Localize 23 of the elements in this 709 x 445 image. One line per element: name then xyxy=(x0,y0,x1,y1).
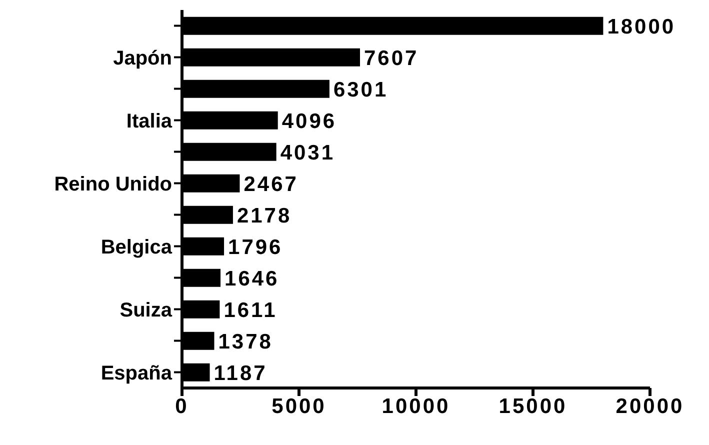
data-label: 4031 xyxy=(280,141,336,164)
x-tick-label: 20000 xyxy=(616,394,684,418)
y-tick-label: Reino Unido xyxy=(54,173,172,196)
x-tick-label: 5000 xyxy=(272,394,326,418)
data-label: 7607 xyxy=(364,46,419,70)
data-label: 1796 xyxy=(228,236,283,259)
x-tick-label: 15000 xyxy=(498,394,568,418)
data-label: 2178 xyxy=(236,204,292,228)
y-tick-label: España xyxy=(100,362,173,384)
data-label: 1187 xyxy=(214,362,268,385)
y-tick-label: Italia xyxy=(126,110,173,132)
x-tick-label: 0 xyxy=(175,394,189,418)
data-label: 1646 xyxy=(224,267,280,290)
y-tick-label: Suiza xyxy=(120,299,173,322)
data-label: 18000 xyxy=(607,15,676,38)
y-tick-label: Belgica xyxy=(100,236,173,258)
data-label: 4096 xyxy=(282,110,337,133)
y-tick-label: Japón xyxy=(113,47,172,70)
data-label: 2467 xyxy=(244,172,298,196)
data-label: 6301 xyxy=(333,78,388,102)
x-tick-label: 10000 xyxy=(382,394,450,418)
data-label: 1611 xyxy=(224,298,278,322)
data-label: 1378 xyxy=(218,330,273,354)
